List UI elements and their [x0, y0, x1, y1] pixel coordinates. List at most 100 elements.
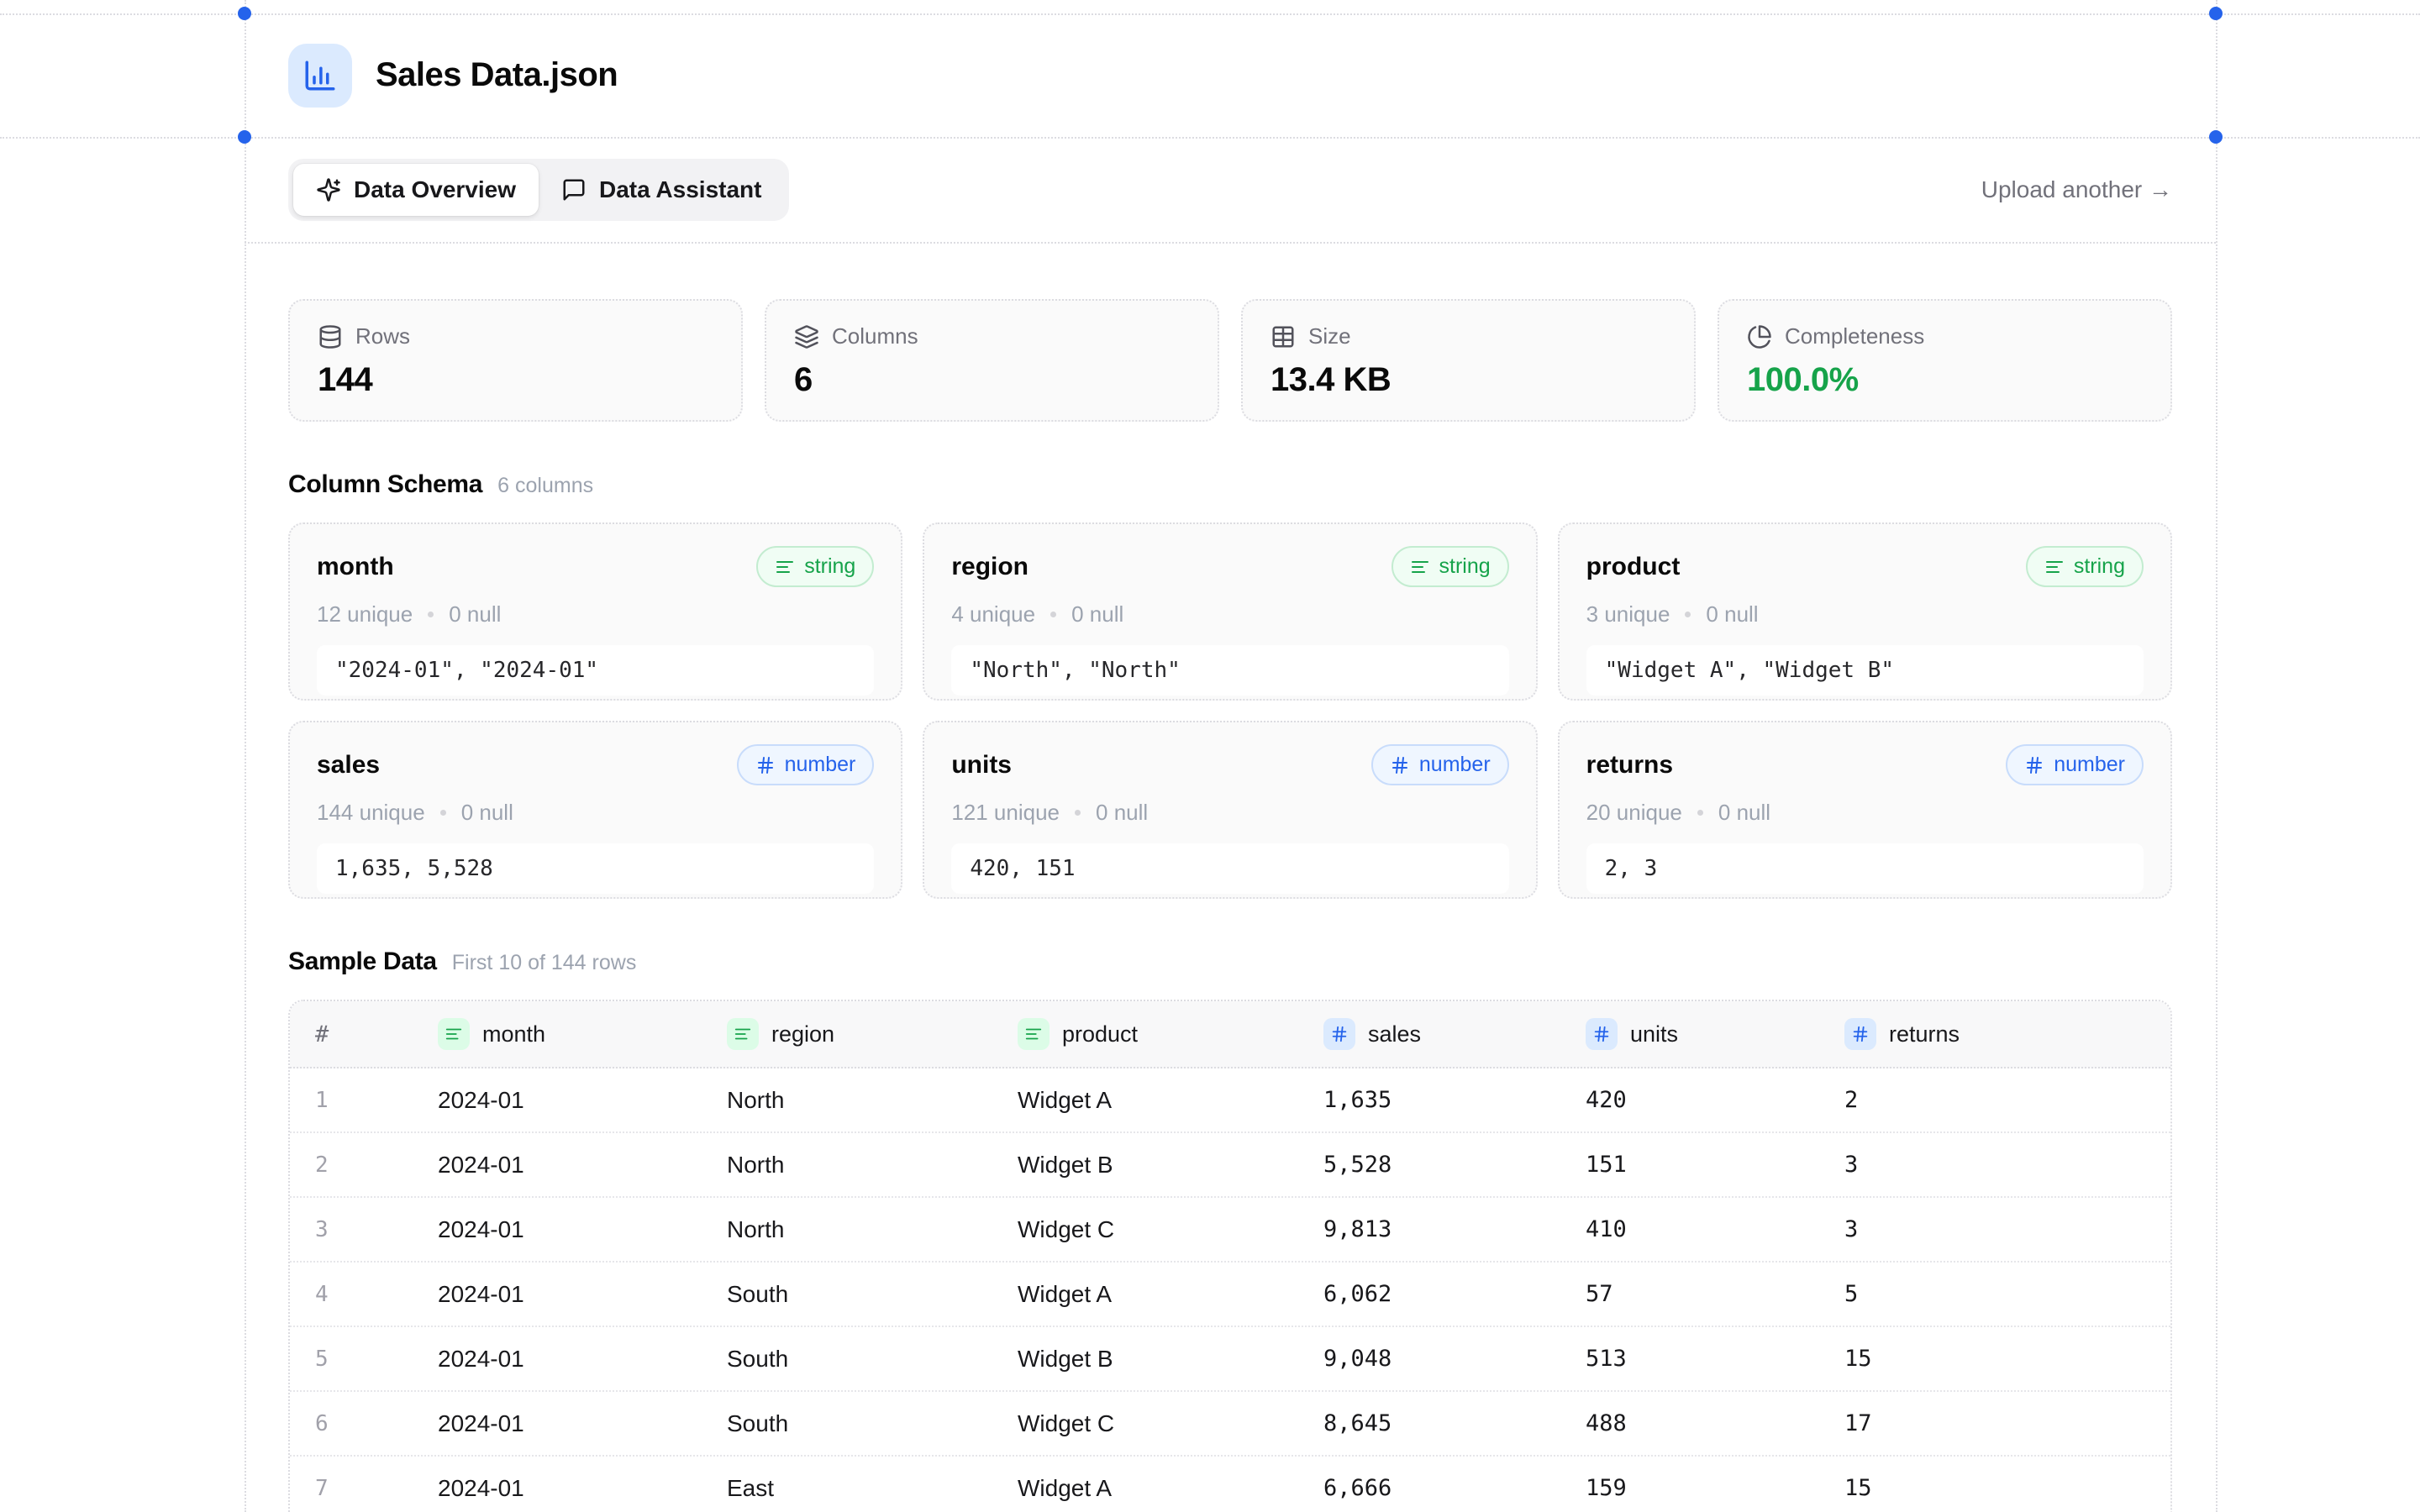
separator-dot — [439, 810, 446, 816]
sample-table: # month region product sales units returns 1 20… — [288, 1000, 2172, 1512]
hash-icon — [1390, 755, 1410, 775]
separator-dot — [1697, 810, 1703, 816]
column-header-label: month — [482, 1021, 546, 1047]
table-row: 4 2024-01 South Widget A 6,062 57 5 — [290, 1263, 2170, 1327]
sample-values: 1,635, 5,528 — [317, 843, 875, 894]
table-row: 3 2024-01 North Widget C 9,813 410 3 — [290, 1198, 2170, 1263]
table-cell-units: 151 — [1586, 1152, 1627, 1178]
chat-bubble-icon — [561, 177, 587, 202]
hash-icon — [2024, 755, 2044, 775]
content: Rows 144 Columns 6 Size 13.4 KB Completeness 10… — [245, 244, 2216, 1512]
bar-chart-icon — [288, 43, 352, 108]
align-left-icon — [438, 1018, 470, 1050]
table-cell-month: 2024-01 — [438, 1345, 524, 1372]
align-left-icon — [1018, 1018, 1050, 1050]
separator-dot — [1075, 810, 1081, 816]
hash-icon — [755, 755, 776, 775]
column-name: product — [1586, 552, 1681, 580]
table-cell-region: North — [727, 1086, 785, 1113]
table-cell-product: Widget C — [1018, 1215, 1115, 1242]
blueprint-rule-header-bottom — [0, 137, 2420, 139]
stats-grid: Rows 144 Columns 6 Size 13.4 KB Completeness 10… — [288, 299, 2172, 422]
align-left-icon — [775, 557, 795, 577]
stat-label: Completeness — [1785, 323, 1925, 349]
blueprint-rule-left — [245, 0, 246, 1512]
column-header-units: units — [1586, 1018, 1844, 1050]
type-label: string — [804, 554, 856, 578]
stat-label: Rows — [355, 323, 411, 349]
file-header: Sales Data.json — [245, 13, 2216, 137]
sample-values: 420, 151 — [951, 843, 1509, 894]
table-cell-sales: 9,048 — [1323, 1346, 1392, 1372]
column-header-product: product — [1018, 1018, 1323, 1050]
row-index-cell: 5 — [315, 1346, 329, 1372]
table-cell-units: 513 — [1586, 1346, 1627, 1372]
table-body: 1 2024-01 North Widget A 1,635 420 2 2 2024-01 No… — [290, 1068, 2170, 1512]
null-count: 0 null — [1096, 800, 1149, 825]
stat-card-size: Size 13.4 KB — [1241, 299, 1696, 422]
schema-card-product: product string 3 unique 0 null "Widget A", "… — [1557, 522, 2172, 701]
type-badge-number: number — [2006, 744, 2144, 785]
unique-count: 12 unique — [317, 601, 413, 627]
corner-handle-dot — [238, 130, 251, 144]
table-cell-returns: 5 — [1844, 1281, 1859, 1307]
table-cell-product: Widget B — [1018, 1345, 1113, 1372]
schema-subheading: 6 columns — [497, 474, 594, 497]
null-count: 0 null — [1706, 601, 1759, 627]
table-cell-product: Widget C — [1018, 1410, 1115, 1436]
table-cell-returns: 15 — [1844, 1475, 1872, 1501]
table-header-row: # month region product sales units returns — [290, 1001, 2170, 1068]
main-container: Sales Data.json Data Overview Data Assis… — [245, 0, 2216, 1512]
column-header-label: units — [1630, 1021, 1679, 1047]
column-header-month: month — [438, 1018, 727, 1050]
table-cell-units: 420 — [1586, 1087, 1627, 1113]
type-badge-number: number — [736, 744, 875, 785]
table-cell-region: South — [727, 1345, 789, 1372]
table-icon — [1270, 324, 1296, 349]
schema-card-units: units number 121 unique 0 null 420, 151 — [923, 721, 1538, 899]
column-name: units — [951, 750, 1012, 779]
table-cell-sales: 6,062 — [1323, 1281, 1392, 1307]
table-cell-product: Widget B — [1018, 1151, 1113, 1178]
separator-dot — [1050, 612, 1057, 617]
tab-data-assistant[interactable]: Data Assistant — [539, 164, 784, 216]
table-cell-product: Widget A — [1018, 1280, 1113, 1307]
unique-count: 3 unique — [1586, 601, 1670, 627]
upload-another-link[interactable]: Upload another → — [1981, 176, 2172, 202]
sample-subheading: First 10 of 144 rows — [451, 951, 637, 974]
blueprint-rule-top — [0, 13, 2420, 15]
corner-handle-dot — [238, 7, 251, 20]
column-header-label: returns — [1889, 1021, 1960, 1047]
stat-card-rows: Rows 144 — [288, 299, 743, 422]
table-row: 7 2024-01 East Widget A 6,666 159 15 — [290, 1457, 2170, 1512]
table-row: 2 2024-01 North Widget B 5,528 151 3 — [290, 1133, 2170, 1198]
table-cell-month: 2024-01 — [438, 1474, 524, 1501]
schema-card-returns: returns number 20 unique 0 null 2, 3 — [1557, 721, 2172, 899]
table-cell-returns: 15 — [1844, 1346, 1872, 1372]
tab-data-overview[interactable]: Data Overview — [293, 163, 539, 216]
type-label: string — [2073, 554, 2125, 578]
table-cell-product: Widget A — [1018, 1086, 1113, 1113]
schema-grid: month string 12 unique 0 null "2024-01", "20… — [288, 522, 2172, 899]
corner-handle-dot — [2209, 7, 2223, 20]
unique-count: 4 unique — [951, 601, 1036, 627]
column-header-label: sales — [1368, 1021, 1422, 1047]
column-header-index: # — [315, 1021, 329, 1047]
type-badge-string: string — [1391, 546, 1509, 587]
table-cell-month: 2024-01 — [438, 1086, 524, 1113]
table-cell-month: 2024-01 — [438, 1151, 524, 1178]
separator-dot — [1685, 612, 1691, 617]
blueprint-rule-right — [2216, 0, 2217, 1512]
table-cell-region: North — [727, 1151, 785, 1178]
table-cell-units: 159 — [1586, 1475, 1627, 1501]
pie-chart-icon — [1747, 324, 1772, 349]
column-schema-section: Column Schema 6 columns month string 12 un… — [288, 470, 2172, 899]
stat-value: 100.0% — [1747, 361, 1859, 398]
row-index-cell: 2 — [315, 1152, 329, 1178]
table-cell-sales: 9,813 — [1323, 1216, 1392, 1242]
row-index-cell: 3 — [315, 1216, 329, 1242]
schema-card-month: month string 12 unique 0 null "2024-01", "20… — [288, 522, 903, 701]
schema-card-sales: sales number 144 unique 0 null 1,635, 5,528 — [288, 721, 903, 899]
align-left-icon — [1410, 557, 1430, 577]
table-cell-month: 2024-01 — [438, 1280, 524, 1307]
